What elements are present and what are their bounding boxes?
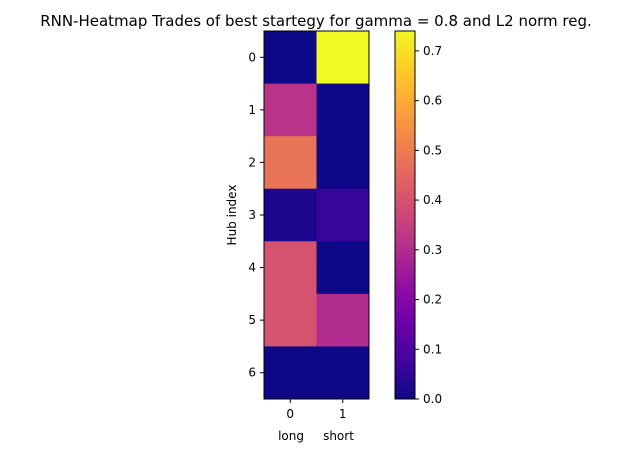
heatmap-cell-r4-c0 bbox=[264, 241, 317, 295]
colorbar-ticks: 0.0 0.1 0.2 0.3 0.4 0.5 0.6 0.7 bbox=[415, 44, 442, 406]
colorbar-tick-label: 0.5 bbox=[423, 143, 442, 157]
heatmap-cell-r3-c0 bbox=[264, 188, 317, 242]
colorbar-tick-label: 0.7 bbox=[423, 44, 442, 58]
heatmap-cells bbox=[264, 31, 370, 400]
x-tick-label: 1 bbox=[339, 407, 347, 421]
heatmap-cell-r4-c1 bbox=[316, 241, 370, 295]
y-axis-label: Hub index bbox=[225, 185, 239, 246]
y-tick-label: 4 bbox=[248, 261, 256, 275]
y-tick-label: 2 bbox=[248, 155, 256, 169]
heatmap-cell-r2-c1 bbox=[316, 136, 370, 190]
heatmap-cell-r0-c1 bbox=[316, 31, 370, 85]
colorbar-tick-label: 0.0 bbox=[423, 392, 442, 406]
heatmap-cell-r6-c1 bbox=[316, 346, 370, 400]
colorbar-tick-label: 0.3 bbox=[423, 243, 442, 257]
x-axis-label: long short bbox=[278, 429, 354, 443]
chart-title: RNN-Heatmap Trades of best startegy for … bbox=[40, 12, 592, 30]
heatmap-cell-r1-c0 bbox=[264, 83, 317, 137]
y-tick-label: 3 bbox=[248, 208, 256, 222]
colorbar-tick-label: 0.1 bbox=[423, 342, 442, 356]
heatmap-cell-r5-c0 bbox=[264, 293, 317, 347]
heatmap-cell-r3-c1 bbox=[316, 188, 370, 242]
y-tick-label: 6 bbox=[248, 366, 256, 380]
y-tick-label: 0 bbox=[248, 50, 256, 64]
colorbar-tick-label: 0.2 bbox=[423, 293, 442, 307]
heatmap-cell-r2-c0 bbox=[264, 136, 317, 190]
heatmap-cell-r0-c0 bbox=[264, 31, 317, 85]
colorbar-tick-label: 0.4 bbox=[423, 193, 442, 207]
heatmap-cell-r5-c1 bbox=[316, 293, 370, 347]
y-axis-ticks: 0 1 2 3 4 5 6 bbox=[248, 50, 264, 380]
heatmap-cell-r1-c1 bbox=[316, 83, 370, 137]
heatmap-cell-r6-c0 bbox=[264, 346, 317, 400]
x-tick-label: 0 bbox=[286, 407, 294, 421]
colorbar-tick-label: 0.6 bbox=[423, 94, 442, 108]
colorbar bbox=[394, 30, 416, 400]
y-tick-label: 5 bbox=[248, 313, 256, 327]
y-tick-label: 1 bbox=[248, 103, 256, 117]
